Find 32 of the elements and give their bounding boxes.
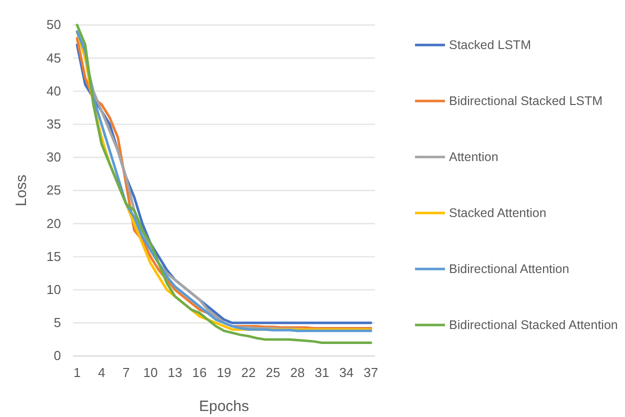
x-tick-label: 22 xyxy=(241,365,256,380)
x-tick-label: 13 xyxy=(168,365,182,380)
y-tick-label: 10 xyxy=(46,282,61,297)
legend-label: Bidirectional Attention xyxy=(449,262,570,276)
x-tick-label: 19 xyxy=(216,365,232,380)
x-tick-label: 28 xyxy=(290,365,305,380)
y-tick-label: 45 xyxy=(46,50,61,66)
y-axis-title: Loss xyxy=(13,174,30,206)
x-tick-label: 37 xyxy=(364,365,378,380)
x-tick-label: 31 xyxy=(314,365,330,380)
y-tick-label: 30 xyxy=(46,150,61,165)
x-tick-label: 16 xyxy=(192,365,207,380)
x-tick-label: 25 xyxy=(266,365,280,380)
legend-label: Bidirectional Stacked Attention xyxy=(449,318,618,332)
legend-label: Stacked Attention xyxy=(449,206,546,220)
x-tick-label: 4 xyxy=(98,365,106,380)
x-tick-label: 34 xyxy=(339,365,354,380)
x-tick-label: 10 xyxy=(143,365,158,380)
x-tick-label: 1 xyxy=(73,365,81,380)
y-tick-label: 20 xyxy=(46,216,61,231)
y-tick-label: 40 xyxy=(46,83,61,98)
y-tick-label: 0 xyxy=(54,348,61,364)
legend-label: Stacked LSTM xyxy=(449,38,531,52)
y-tick-label: 25 xyxy=(46,182,61,198)
x-axis-title: Epochs xyxy=(198,398,250,415)
x-tick-label: 7 xyxy=(122,365,130,380)
legend-label: Bidirectional Stacked LSTM xyxy=(449,94,603,108)
y-tick-label: 5 xyxy=(54,315,61,330)
y-tick-label: 15 xyxy=(46,248,61,264)
legend-label: Attention xyxy=(449,150,498,164)
y-tick-label: 35 xyxy=(46,116,61,132)
y-tick-label: 50 xyxy=(46,17,61,32)
